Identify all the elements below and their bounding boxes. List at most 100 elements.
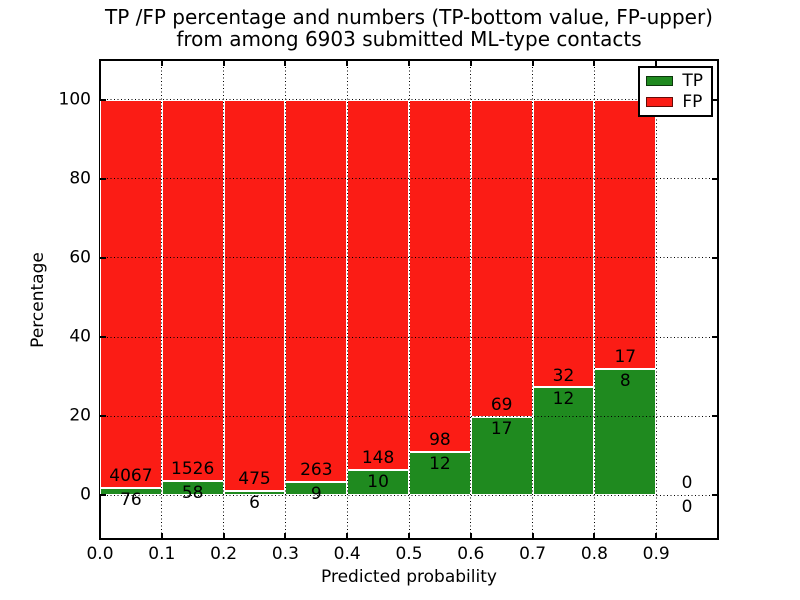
v-gridline	[223, 60, 225, 539]
y-tick-left	[100, 494, 106, 497]
x-tick-bottom	[160, 533, 163, 539]
y-tick-right	[712, 494, 718, 497]
chart-title-line1: TP /FP percentage and numbers (TP-bottom…	[105, 5, 713, 29]
y-tick-label: 20	[69, 405, 91, 426]
fp-legend-swatch	[646, 97, 674, 107]
y-tick-left	[100, 336, 106, 339]
x-tick-label: 0.1	[148, 544, 176, 564]
x-tick-bottom	[99, 533, 101, 539]
tp-count-label: 58	[181, 482, 204, 503]
fp-bar	[594, 99, 657, 369]
tp-legend-swatch	[646, 76, 674, 86]
y-tick-right	[712, 98, 718, 101]
tp-legend-label: TP	[682, 70, 703, 91]
fp-bar	[161, 99, 224, 481]
legend: TP FP	[638, 66, 713, 117]
fp-bar	[409, 99, 471, 453]
fp-count-label: 4067	[109, 466, 153, 487]
x-tick-top	[531, 60, 534, 66]
tp-count-label: 12	[552, 389, 575, 410]
tp-count-label: 6	[249, 492, 260, 513]
v-gridline	[161, 60, 163, 539]
tp-count-label: 9	[310, 484, 322, 505]
plot-area: TP FP 4067 76 1526 58 475 6 263 9 148 10 98 12 69 17 3…	[59, 59, 719, 563]
fp-bar	[223, 99, 286, 491]
y-tick-label: 40	[69, 326, 91, 347]
x-tick-top	[160, 60, 163, 66]
x-tick-bottom	[408, 533, 410, 539]
y-tick-right	[712, 415, 718, 418]
x-tick-bottom	[531, 533, 534, 539]
x-tick-label: 0.5	[395, 544, 423, 564]
y-axis-label: Percentage	[28, 252, 48, 348]
tp-bar	[409, 452, 471, 496]
x-tick-label: 0.9	[642, 544, 670, 564]
y-tick-left	[100, 177, 106, 180]
fp-bar	[285, 99, 348, 483]
x-axis-label: Predicted probability	[321, 567, 497, 587]
v-gridline	[532, 60, 534, 539]
fp-count-label: 69	[490, 395, 513, 416]
x-tick-label: 0.8	[580, 544, 608, 564]
x-tick-bottom	[222, 533, 225, 539]
x-tick-bottom	[593, 533, 596, 539]
x-tick-label: 0.0	[86, 544, 114, 564]
fp-count-label: 0	[681, 473, 693, 494]
y-tick-right	[712, 336, 718, 339]
y-tick-left	[100, 256, 106, 259]
chart-title-line2: from among 6903 submitted ML-type contac…	[176, 27, 642, 51]
x-tick-top	[222, 60, 225, 66]
v-gridline	[470, 60, 472, 539]
fp-count-label: 32	[552, 365, 575, 386]
tp-count-label: 10	[367, 472, 389, 493]
x-tick-label: 0.7	[519, 544, 547, 564]
y-tick-label: 80	[69, 168, 91, 189]
y-tick-left	[100, 415, 106, 418]
tp-count-label: 8	[619, 370, 631, 391]
x-tick-top	[469, 60, 472, 66]
x-tick-top	[408, 60, 410, 66]
tp-count-label: 17	[490, 419, 513, 440]
tp-count-label: 12	[429, 454, 451, 475]
fp-bar	[100, 99, 162, 489]
tp-count-label: 0	[681, 497, 693, 518]
fp-count-label: 263	[300, 460, 333, 481]
fp-count-label: 475	[238, 468, 271, 489]
x-tick-label: 0.3	[271, 544, 299, 564]
x-tick-label: 0.4	[333, 544, 361, 564]
x-tick-label: 0.2	[210, 544, 238, 564]
tp-count-label: 76	[120, 490, 142, 511]
x-tick-top	[593, 60, 596, 66]
tp-bar	[594, 368, 657, 496]
x-tick-top	[346, 60, 349, 66]
y-tick-right	[712, 256, 718, 259]
y-tick-label: 100	[58, 89, 91, 110]
fp-bar	[347, 99, 409, 471]
x-tick-bottom	[346, 533, 349, 539]
fp-legend-label: FP	[682, 91, 703, 112]
y-tick-right	[712, 177, 718, 180]
x-tick-label: 0.6	[457, 544, 485, 564]
legend-item-fp: FP	[646, 93, 703, 111]
y-tick-left	[100, 98, 106, 101]
fp-count-label: 148	[361, 448, 395, 469]
v-gridline	[593, 60, 595, 539]
x-tick-bottom	[284, 533, 287, 539]
legend-item-tp: TP	[646, 72, 703, 90]
x-tick-top	[655, 60, 658, 66]
y-tick-label: 0	[80, 484, 91, 505]
x-tick-bottom	[655, 533, 658, 539]
fp-bar	[532, 99, 595, 388]
x-tick-top	[284, 60, 287, 66]
x-tick-top	[99, 60, 101, 66]
fp-count-label: 17	[614, 346, 637, 367]
chart-title: TP /FP percentage and numbers (TP-bottom…	[100, 6, 718, 50]
x-tick-bottom	[469, 533, 472, 539]
fp-count-label: 98	[429, 430, 451, 451]
y-tick-label: 60	[69, 247, 91, 268]
v-gridline	[408, 60, 410, 539]
v-gridline	[284, 60, 286, 539]
v-gridline	[346, 60, 348, 539]
fp-count-label: 1526	[171, 458, 215, 479]
